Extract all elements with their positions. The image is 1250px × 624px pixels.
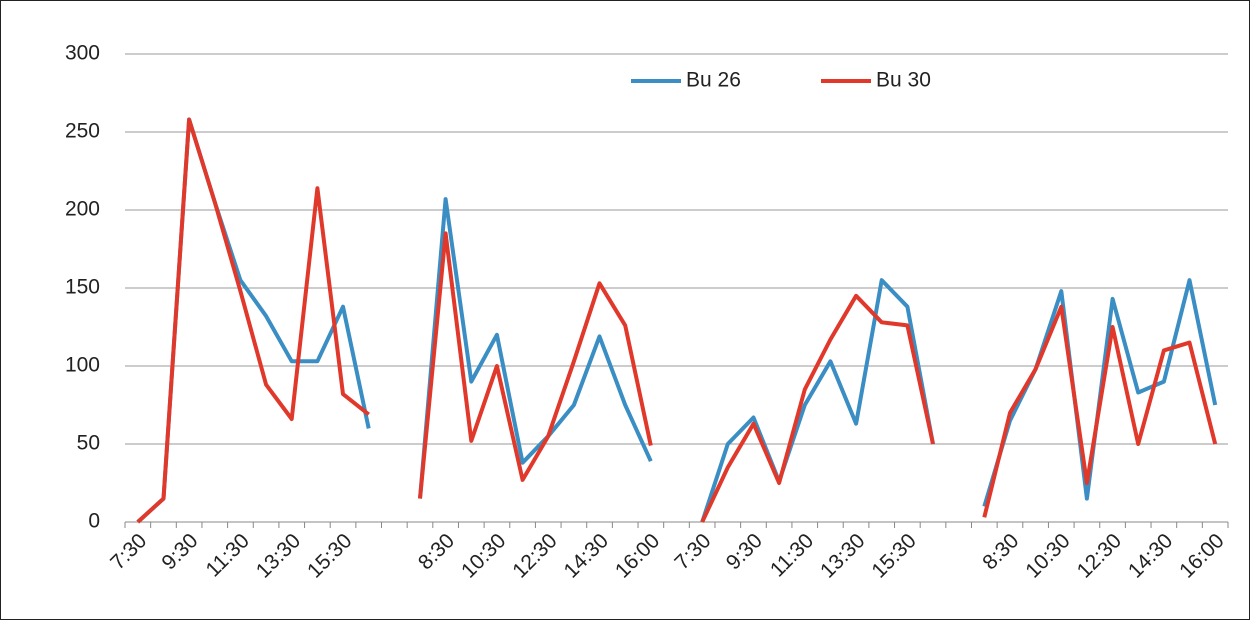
x-tick-label: 9:30 xyxy=(157,529,202,574)
x-tick-label: 8:30 xyxy=(978,529,1023,574)
x-tick-label: 16:00 xyxy=(1175,529,1228,582)
x-tick-label: 7:30 xyxy=(106,529,151,574)
x-tick-label: 15:30 xyxy=(303,529,356,582)
x-tick-label: 10:30 xyxy=(1021,529,1074,582)
x-tick-label: 7:30 xyxy=(670,529,715,574)
x-tick-label: 8:30 xyxy=(414,529,459,574)
legend-label: Bu 26 xyxy=(686,69,741,92)
x-tick-label: 9:30 xyxy=(722,529,767,574)
y-tick-label: 150 xyxy=(65,276,100,299)
line-series xyxy=(136,117,1218,524)
y-tick-label: 100 xyxy=(65,354,100,377)
legend-label: Bu 30 xyxy=(876,69,931,92)
y-tick-label: 50 xyxy=(77,432,100,455)
x-tick-label: 11:30 xyxy=(202,529,254,581)
x-tick-label: 15:30 xyxy=(867,529,920,582)
x-tick-label: 13:30 xyxy=(252,529,305,582)
x-tick-label: 11:30 xyxy=(766,529,818,581)
y-tick-label: 300 xyxy=(65,42,100,65)
x-tick-label: 14:30 xyxy=(1124,529,1177,582)
y-tick-label: 200 xyxy=(65,198,100,221)
x-tick-label: 13:30 xyxy=(816,529,869,582)
x-tick-label: 12:30 xyxy=(1073,529,1126,582)
x-tick-label: 12:30 xyxy=(508,529,561,582)
x-tick-label: 10:30 xyxy=(457,529,510,582)
x-tick-label: 14:30 xyxy=(560,529,613,582)
line-series xyxy=(136,117,1218,524)
y-tick-label: 250 xyxy=(65,120,100,143)
y-tick-label: 0 xyxy=(88,510,100,533)
x-tick-label: 16:00 xyxy=(611,529,664,582)
